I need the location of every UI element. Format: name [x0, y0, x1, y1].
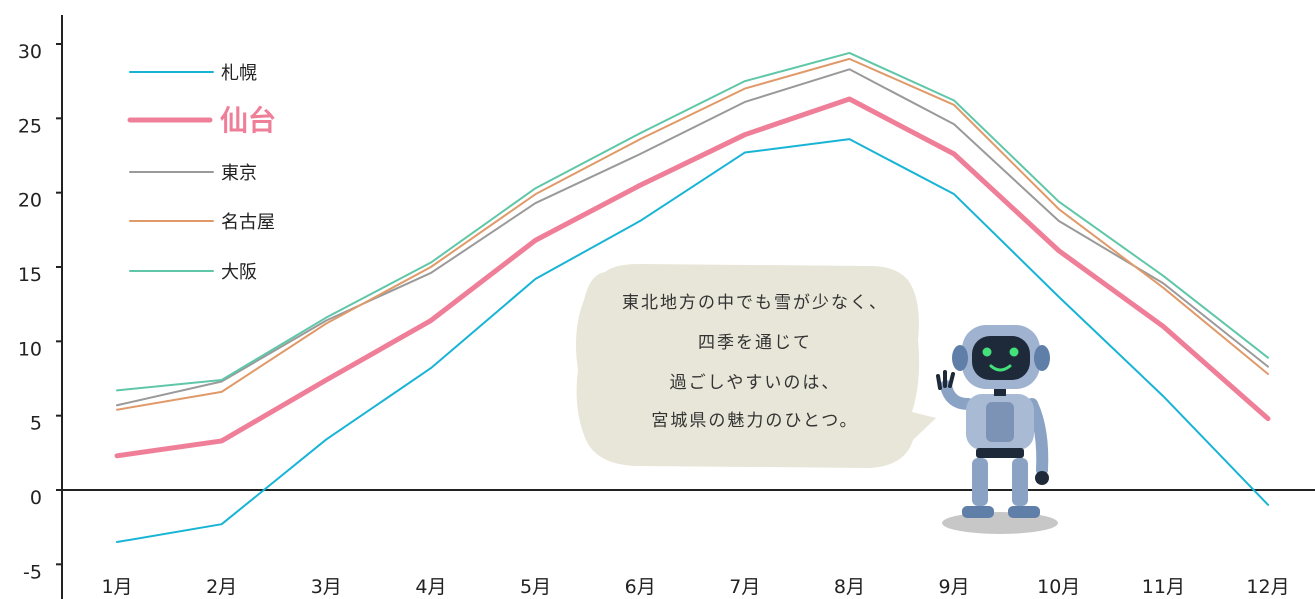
y-tick-label: 5: [30, 413, 42, 435]
legend-label: 名古屋: [221, 212, 275, 233]
x-tick-label: 1月: [101, 576, 132, 598]
y-tick-marks: [56, 43, 62, 566]
x-tick-label: 10月: [1037, 576, 1080, 598]
y-tick-label: -5: [23, 561, 42, 583]
y-tick-label: 20: [18, 190, 42, 212]
robot-waving-hand: [936, 370, 955, 390]
robot-left-leg: [972, 458, 988, 506]
x-tick-labels: 1月 2月 3月 4月 5月 6月 7月 8月 9月 10月 11月 12月: [101, 576, 1289, 598]
robot-left-eye: [982, 347, 992, 357]
legend-label: 大阪: [221, 262, 257, 283]
bubble-line-2: 四季を通じて: [698, 333, 812, 353]
robot-left-foot: [962, 506, 994, 518]
robot-smile: [989, 364, 1012, 372]
robot-illustration: [936, 325, 1058, 534]
x-tick-label: 5月: [520, 576, 551, 598]
x-tick-label: 2月: [206, 576, 237, 598]
y-tick-label: 0: [30, 487, 42, 509]
legend-label: 札幌: [221, 63, 257, 84]
speech-bubble-shape: [576, 264, 936, 468]
series-line: [116, 51, 1269, 392]
x-tick-label: 6月: [625, 576, 656, 598]
y-tick-label: 30: [18, 41, 42, 63]
x-tick-label: 8月: [834, 576, 865, 598]
x-tick-label: 9月: [939, 576, 970, 598]
y-tick-label: 25: [18, 115, 42, 137]
robot-right-hand: [1035, 471, 1049, 485]
robot-right-leg: [1012, 458, 1028, 506]
y-tick-label: 10: [18, 338, 42, 360]
bubble-line-3: 過ごしやすいのは、: [670, 373, 841, 393]
x-tick-label: 12月: [1246, 576, 1289, 598]
speech-bubble: 東北地方の中でも雪が少なく、 四季を通じて 過ごしやすいのは、 宮城県の魅力のひ…: [576, 264, 936, 468]
series-lines: [114, 51, 1271, 544]
robot-belt: [976, 448, 1024, 458]
bubble-line-4: 宮城県の魅力のひとつ。: [651, 411, 858, 431]
x-tick-label: 11月: [1142, 576, 1185, 598]
robot-left-ear: [952, 345, 968, 371]
series-line: [116, 138, 1269, 544]
robot-neck: [994, 386, 1006, 396]
robot-right-foot: [1008, 506, 1040, 518]
series-line: [116, 57, 1269, 411]
x-tick-label: 7月: [729, 576, 760, 598]
bubble-line-1: 東北地方の中でも雪が少なく、: [622, 293, 888, 313]
x-tick-label: 4月: [415, 576, 446, 598]
y-tick-label: 15: [18, 264, 42, 286]
series-line: [114, 96, 1271, 459]
series-line: [116, 68, 1269, 407]
robot-chest-panel: [986, 402, 1014, 442]
robot-right-arm: [1026, 398, 1049, 476]
y-tick-labels: -5 0 5 10 15 20 25 30: [18, 41, 42, 583]
legend-label: 仙台: [220, 104, 276, 137]
legend-label: 東京: [221, 163, 257, 184]
robot-shadow: [942, 512, 1058, 534]
robot-left-arm: [940, 380, 974, 410]
robot-right-ear: [1034, 345, 1050, 371]
robot-face-screen: [972, 336, 1030, 380]
x-tick-label: 3月: [311, 576, 342, 598]
robot-right-eye: [1009, 347, 1019, 357]
